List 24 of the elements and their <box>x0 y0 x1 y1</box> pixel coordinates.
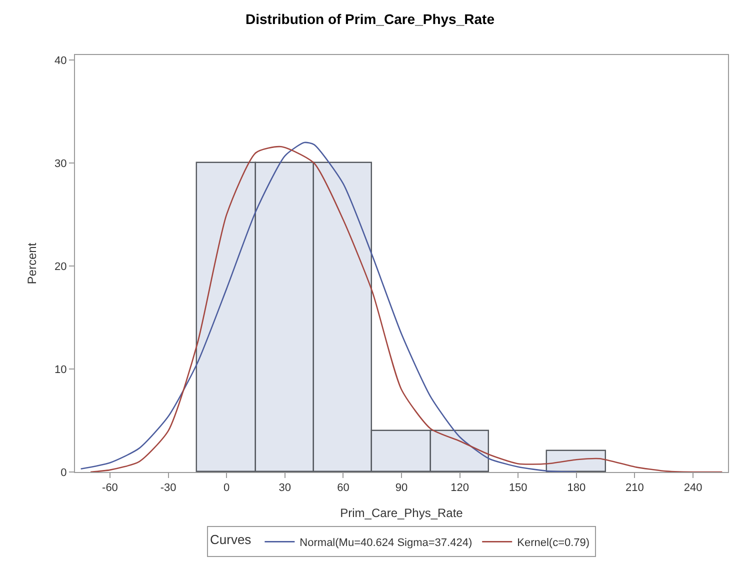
line-series <box>90 146 723 472</box>
x-tick-label: 0 <box>224 482 230 494</box>
y-tick-label: 0 <box>60 466 67 479</box>
legend-title: Curves <box>210 532 252 548</box>
y-tick-label: 20 <box>54 260 67 273</box>
x-tick-label: 90 <box>395 482 408 494</box>
legend-label: Kernel(c=0.79) <box>517 537 590 549</box>
x-axis-title: Prim_Care_Phys_Rate <box>340 506 464 520</box>
x-tick-label: 60 <box>337 482 350 494</box>
y-tick-label: 30 <box>54 158 67 170</box>
x-tick-label: 240 <box>684 482 702 494</box>
x-tick-label: 150 <box>508 482 528 494</box>
line-series <box>80 142 578 472</box>
x-tick-label: 120 <box>450 482 469 494</box>
x-tick-label: -60 <box>102 482 118 494</box>
y-axis-title: Percent <box>24 242 39 284</box>
x-tick-label: 180 <box>567 482 586 494</box>
y-tick-label: 10 <box>54 364 67 376</box>
x-tick-label: 210 <box>626 482 644 494</box>
chart-title: Distribution of Prim_Care_Phys_Rate <box>246 11 495 28</box>
x-tick-label: -30 <box>160 482 176 494</box>
y-tick-label: 40 <box>54 55 67 67</box>
x-tick-label: 30 <box>278 482 292 494</box>
legend-label: Normal(Mu=40.624 Sigma=37.424) <box>300 537 472 549</box>
